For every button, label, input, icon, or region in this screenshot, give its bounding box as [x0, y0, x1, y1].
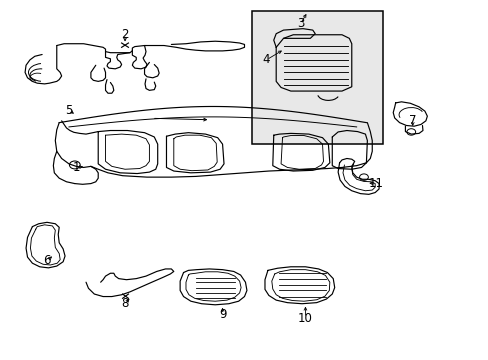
Bar	[251, 12, 383, 144]
Text: 7: 7	[408, 114, 416, 127]
Text: 6: 6	[43, 254, 51, 267]
Text: 1: 1	[72, 161, 80, 174]
Text: 5: 5	[65, 104, 73, 117]
Text: 10: 10	[297, 311, 312, 325]
Text: 4: 4	[262, 53, 270, 66]
Text: 9: 9	[218, 308, 226, 321]
Text: 2: 2	[121, 28, 128, 41]
Text: 3: 3	[296, 17, 304, 30]
Text: 11: 11	[368, 177, 383, 190]
Text: 8: 8	[121, 297, 128, 310]
